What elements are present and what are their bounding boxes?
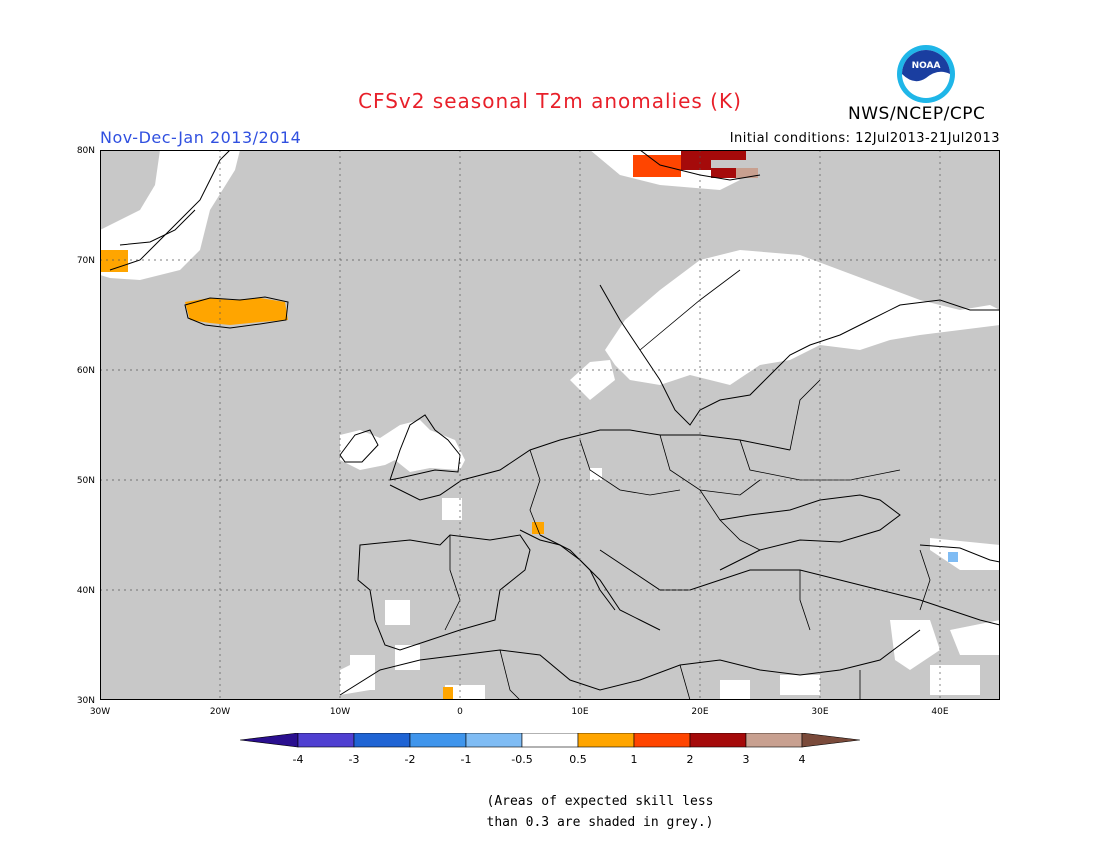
lon-tick-label: 30E: [811, 707, 828, 717]
lon-tick-label: 30W: [90, 707, 110, 717]
negative-anomaly-cell: [948, 552, 958, 562]
lat-tick-label: 70N: [77, 256, 95, 266]
colorbar-label: -3: [349, 753, 360, 766]
gridlines: [100, 150, 1000, 700]
initial-conditions: Initial conditions: 12Jul2013-21Jul2013: [729, 131, 1000, 146]
colorbar-cell: [465, 733, 523, 748]
lat-tick-label: 50N: [77, 476, 95, 486]
colorbar-cell: [409, 733, 467, 748]
colorbar-cell: [297, 733, 355, 748]
colorbar-cell: [240, 733, 299, 748]
lon-tick-label: 20W: [210, 707, 230, 717]
svg-text:NOAA: NOAA: [912, 61, 941, 71]
map-background: [100, 150, 1000, 700]
lon-tick-label: 40E: [931, 707, 948, 717]
colorbar-label: -1: [461, 753, 472, 766]
coastlines: [109, 150, 1000, 696]
colorbar-label: -2: [405, 753, 416, 766]
colorbar-cell: [801, 733, 860, 748]
colorbar-label: 1: [631, 753, 638, 766]
lon-tick-label: 20E: [691, 707, 708, 717]
lon-tick-label: 10W: [330, 707, 350, 717]
lon-tick-label: 10E: [571, 707, 588, 717]
lat-tick-label: 60N: [77, 366, 95, 376]
lat-tick-label: 80N: [77, 146, 95, 156]
colorbar-cell: [633, 733, 691, 748]
colorbar-label: -4: [293, 753, 304, 766]
colorbar-cell: [521, 733, 579, 748]
noaa-logo: NOAA: [897, 45, 955, 103]
lat-tick-label: 30N: [77, 696, 95, 706]
colorbar-cell: [353, 733, 411, 748]
colorbar-label: 2: [687, 753, 694, 766]
colorbar: -4 -3 -2 -1 -0.5 0.5 1 2 3 4: [240, 733, 860, 766]
skill-note: (Areas of expected skill less than 0.3 a…: [0, 791, 1100, 833]
axis-labels: 80N 70N 60N 50N 40N 30N 30W 20W 10W 0 10E 20E 30E 40…: [77, 146, 949, 717]
colorbar-label: 3: [743, 753, 750, 766]
organization-label: NWS/NCEP/CPC: [848, 104, 986, 124]
colorbar-label: 0.5: [569, 753, 587, 766]
skill-note-line1: (Areas of expected skill less: [486, 794, 714, 809]
lon-tick-label: 0: [457, 707, 463, 717]
colorbar-cell: [745, 733, 803, 748]
anomaly-map: [100, 150, 1000, 700]
lat-tick-label: 40N: [77, 586, 95, 596]
map-title: CFSv2 seasonal T2m anomalies (K): [358, 89, 742, 113]
forecast-period: Nov-Dec-Jan 2013/2014: [100, 128, 302, 147]
colorbar-cell: [689, 733, 747, 748]
colorbar-cell: [577, 733, 635, 748]
colorbar-label: -0.5: [511, 753, 532, 766]
colorbar-label: 4: [799, 753, 806, 766]
skill-note-line2: than 0.3 are shaded in grey.): [486, 815, 714, 830]
